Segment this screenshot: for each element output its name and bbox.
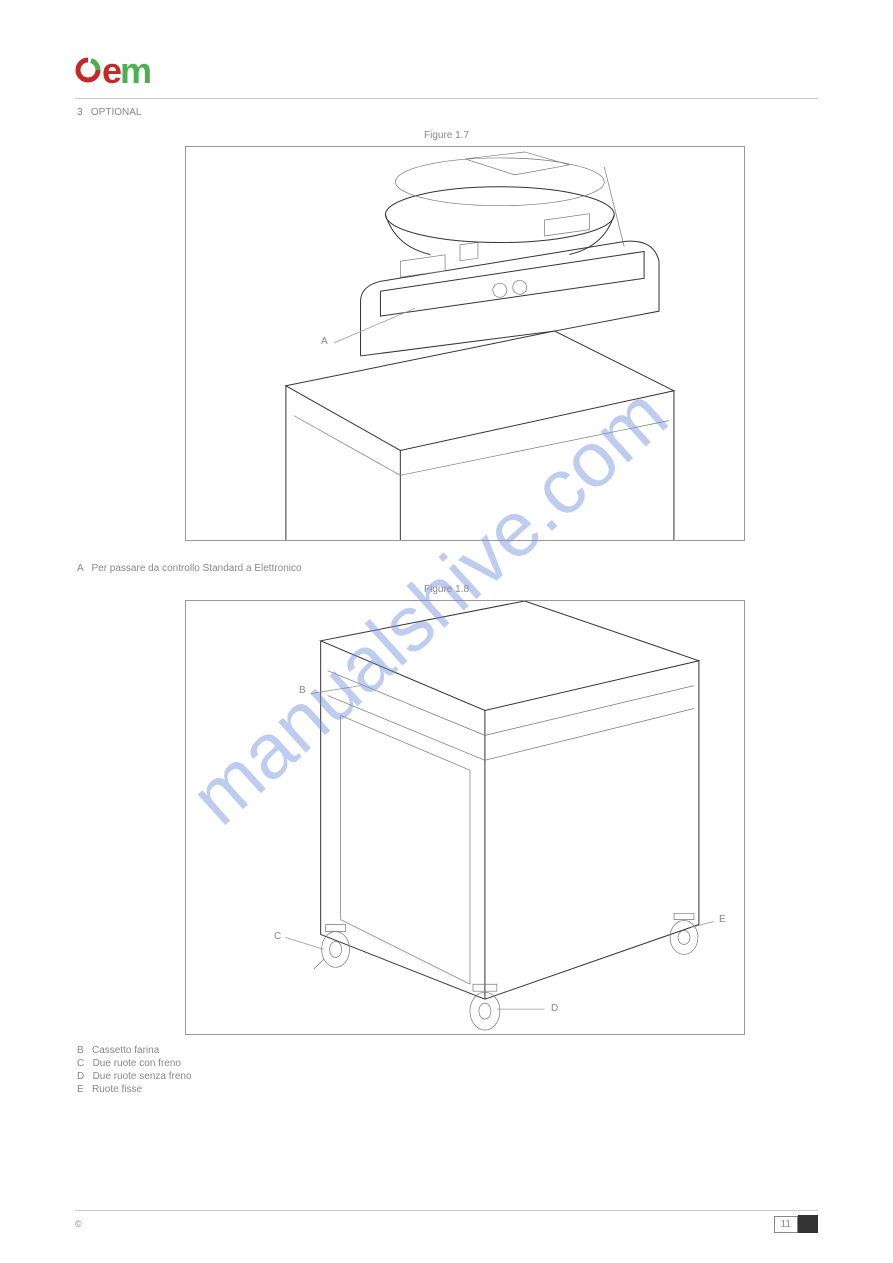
callout-b-label: B [299, 685, 306, 696]
figure-1-7-diagram [186, 147, 744, 540]
page: em 3 OPTIONAL Figure 1.7 [0, 0, 893, 1263]
page-number: 11 [774, 1215, 818, 1233]
callout-d-label: D [551, 1003, 558, 1014]
section-heading: 3 OPTIONAL [75, 107, 818, 118]
page-footer: © 11 [75, 1210, 818, 1233]
callout-a-label: A [321, 336, 328, 347]
figure-1-8-descriptions: B Cassetto farina C Due ruote con freno … [75, 1045, 818, 1095]
callout-a-description: A Per passare da controllo Standard a El… [75, 563, 818, 574]
callout-c-label: C [274, 931, 281, 942]
callout-d-description: D Due ruote senza freno [75, 1071, 818, 1082]
logo-text: em [102, 50, 150, 92]
figure-1-8-title: Figure 1.8 [75, 584, 818, 595]
figure-1-7-frame: A [185, 146, 745, 541]
logo-icon [75, 57, 101, 83]
callout-c-description: C Due ruote con freno [75, 1058, 818, 1069]
footer-copyright: © [75, 1219, 82, 1229]
callout-b-description: B Cassetto farina [75, 1045, 818, 1056]
figure-1-7-title: Figure 1.7 [75, 130, 818, 141]
callout-e-description: E Ruote fisse [75, 1084, 818, 1095]
callout-e-label: E [719, 914, 726, 925]
figure-1-8-diagram [186, 601, 744, 1034]
brand-logo: em [75, 50, 150, 92]
figure-1-8-frame: B C D E [185, 600, 745, 1035]
page-header: em [75, 50, 818, 99]
